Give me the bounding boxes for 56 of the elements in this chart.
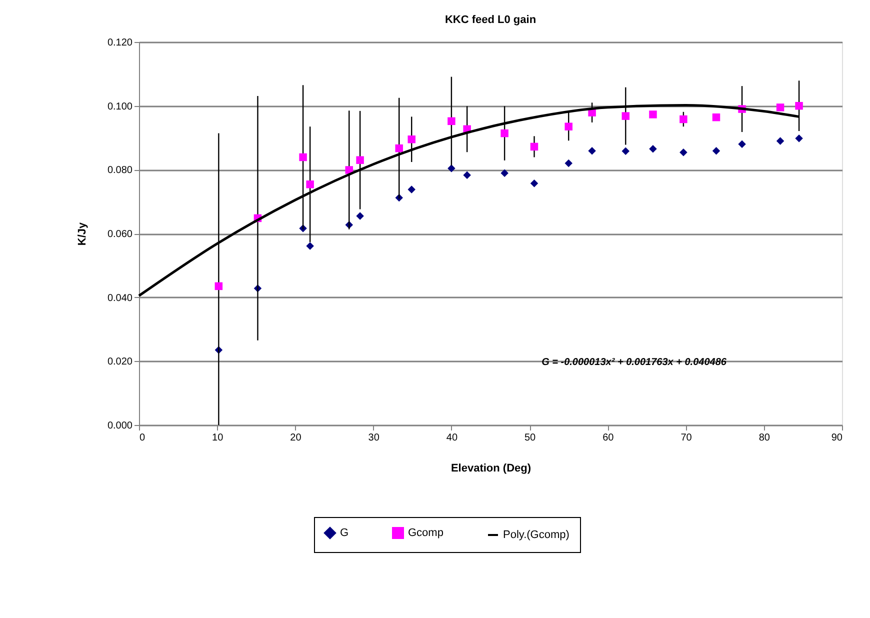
point <box>463 171 471 179</box>
point <box>448 117 456 126</box>
point <box>622 147 630 156</box>
point <box>408 186 416 194</box>
point <box>299 153 307 162</box>
y-tick-label: 0.020 <box>107 356 133 368</box>
legend-label: Poly.(Gcomp) <box>503 529 570 541</box>
y-tick-label: 0.060 <box>107 229 133 240</box>
point <box>395 144 403 152</box>
x-tick-label: 70 <box>680 432 692 444</box>
point <box>356 212 364 220</box>
x-tick-label: 90 <box>831 432 843 444</box>
legend-label: G <box>340 527 349 539</box>
x-tick-label: 80 <box>758 432 770 444</box>
point <box>356 156 364 164</box>
point <box>680 148 688 156</box>
y-tick-label: 0.080 <box>107 165 133 176</box>
point <box>564 122 572 130</box>
chart-title: KKC feed L0 gain <box>444 14 536 26</box>
point <box>712 146 720 155</box>
x-tick-label: 20 <box>290 432 302 444</box>
point <box>738 140 746 148</box>
point <box>530 142 538 151</box>
point <box>448 164 456 172</box>
point <box>795 134 803 142</box>
y-tick-label: 0.120 <box>107 38 133 48</box>
point <box>588 146 596 155</box>
point <box>530 180 538 188</box>
point <box>795 102 803 110</box>
x-tick-label: 30 <box>368 432 380 444</box>
point <box>214 282 223 290</box>
point <box>306 180 314 188</box>
point <box>306 242 314 250</box>
point <box>776 137 784 145</box>
annotation: G = -0.000013x² + 0.001763x + 0.040486 <box>542 357 727 368</box>
legend-label: Gcomp <box>408 527 444 539</box>
point <box>408 135 416 144</box>
x-tick-label: 0 <box>140 432 146 444</box>
point <box>622 112 630 120</box>
y-tick-label: 0.040 <box>107 292 133 304</box>
y-axis-title: K/Jy <box>76 222 88 246</box>
point <box>776 104 784 112</box>
x-axis-title: Elevation (Deg) <box>450 462 532 474</box>
point <box>649 145 657 153</box>
y-tick-label: 0.100 <box>107 101 133 112</box>
point <box>500 169 508 178</box>
x-tick-label: 40 <box>446 432 458 444</box>
point <box>680 115 688 124</box>
y-tick-label: 0.000 <box>107 420 133 432</box>
point <box>564 159 572 168</box>
x-tick-label: 60 <box>602 432 614 444</box>
point <box>649 110 657 118</box>
x-tick-label: 50 <box>524 432 536 444</box>
point <box>712 113 720 122</box>
x-tick-label: 10 <box>212 432 224 444</box>
point <box>500 129 508 138</box>
